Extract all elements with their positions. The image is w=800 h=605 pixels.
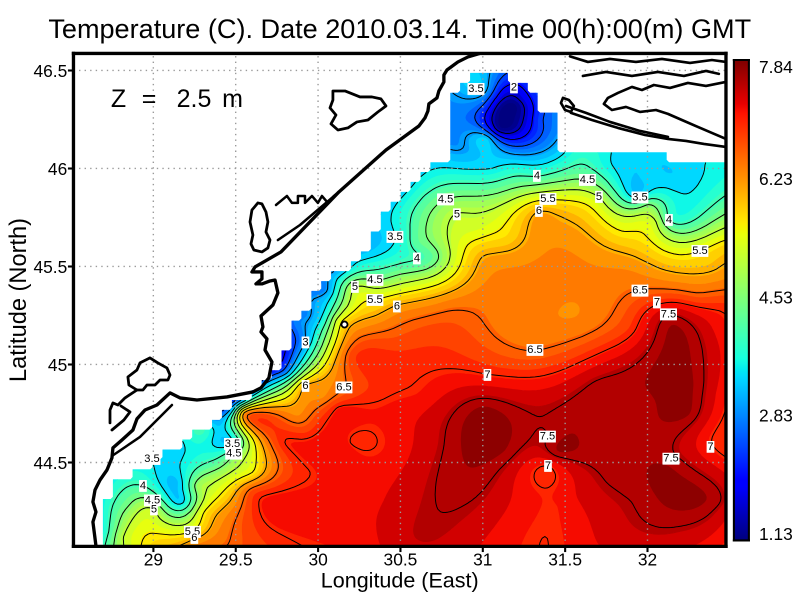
svg-text:7.84: 7.84 xyxy=(759,57,793,77)
svg-text:Latitude (North): Latitude (North) xyxy=(6,218,32,382)
svg-text:6: 6 xyxy=(302,380,308,392)
svg-text:4.5: 4.5 xyxy=(438,193,453,205)
svg-text:5.5: 5.5 xyxy=(367,294,382,306)
svg-text:=: = xyxy=(142,85,157,113)
svg-text:7.5: 7.5 xyxy=(540,431,555,443)
svg-text:45.5: 45.5 xyxy=(33,257,67,277)
svg-text:7: 7 xyxy=(545,460,551,472)
svg-text:3: 3 xyxy=(302,336,308,348)
svg-text:7.5: 7.5 xyxy=(663,453,678,465)
svg-text:29: 29 xyxy=(144,549,163,569)
svg-text:7: 7 xyxy=(484,369,490,381)
svg-text:7: 7 xyxy=(707,441,713,453)
svg-text:6.5: 6.5 xyxy=(527,344,542,356)
svg-text:3.5: 3.5 xyxy=(387,231,402,243)
svg-text:4: 4 xyxy=(666,214,672,226)
svg-text:30: 30 xyxy=(308,549,327,569)
svg-text:30.5: 30.5 xyxy=(384,549,418,569)
svg-text:46.5: 46.5 xyxy=(33,61,67,81)
svg-text:6.5: 6.5 xyxy=(336,381,351,393)
svg-text:31: 31 xyxy=(473,549,492,569)
svg-text:5: 5 xyxy=(454,208,460,220)
svg-text:31.5: 31.5 xyxy=(548,549,582,569)
svg-text:2: 2 xyxy=(511,81,517,93)
svg-text:7: 7 xyxy=(654,296,660,308)
svg-text:29.5: 29.5 xyxy=(219,549,253,569)
svg-text:4: 4 xyxy=(140,480,146,492)
svg-text:5: 5 xyxy=(596,191,602,203)
svg-text:3.5: 3.5 xyxy=(468,83,483,95)
svg-text:46: 46 xyxy=(48,159,67,179)
svg-text:3.5: 3.5 xyxy=(632,191,647,203)
svg-text:6: 6 xyxy=(536,205,542,217)
svg-text:4.5: 4.5 xyxy=(367,274,382,286)
svg-text:Temperature (C). Date 2010.03.: Temperature (C). Date 2010.03.14. Time 0… xyxy=(48,13,751,44)
svg-text:6: 6 xyxy=(394,300,400,312)
svg-text:5: 5 xyxy=(352,281,358,293)
svg-text:44.5: 44.5 xyxy=(33,453,67,473)
svg-text:2.83: 2.83 xyxy=(759,406,793,426)
svg-text:3.5: 3.5 xyxy=(225,438,240,450)
svg-text:Z: Z xyxy=(111,85,126,113)
svg-text:6.23: 6.23 xyxy=(759,169,793,189)
svg-text:5.5: 5.5 xyxy=(540,193,555,205)
svg-text:4.53: 4.53 xyxy=(759,287,793,307)
svg-text:6: 6 xyxy=(191,532,197,544)
svg-text:5: 5 xyxy=(151,503,157,515)
svg-text:32: 32 xyxy=(638,549,657,569)
svg-text:6.5: 6.5 xyxy=(632,285,647,297)
svg-text:Longitude (East): Longitude (East) xyxy=(321,568,479,592)
svg-text:1.13: 1.13 xyxy=(759,524,793,544)
svg-text:4: 4 xyxy=(414,252,420,264)
svg-text:4.5: 4.5 xyxy=(226,448,241,460)
svg-text:4: 4 xyxy=(534,170,540,182)
svg-text:7.5: 7.5 xyxy=(661,308,676,320)
svg-text:5.5: 5.5 xyxy=(692,245,707,257)
svg-text:45: 45 xyxy=(48,355,67,375)
svg-text:2.5: 2.5 xyxy=(177,85,212,113)
svg-text:4.5: 4.5 xyxy=(580,174,595,186)
svg-text:m: m xyxy=(222,85,243,113)
svg-text:3.5: 3.5 xyxy=(144,453,159,465)
